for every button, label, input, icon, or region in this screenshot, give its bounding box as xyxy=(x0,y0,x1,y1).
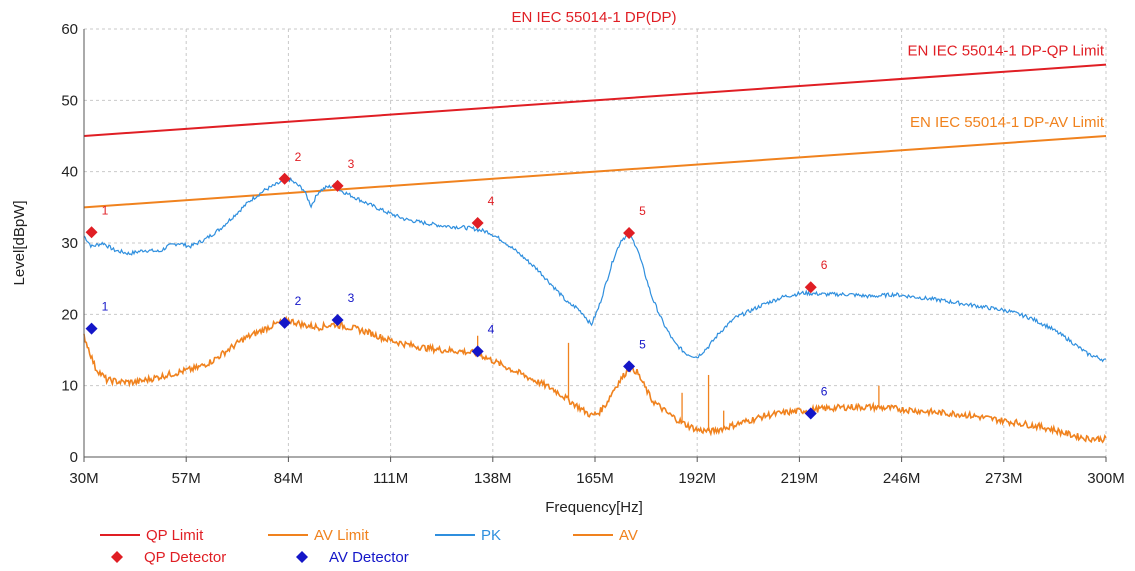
av-detector-label: 1 xyxy=(102,300,109,314)
qp-detector-label: 1 xyxy=(102,203,109,217)
x-tick-label: 246M xyxy=(883,470,921,487)
series-line-pk xyxy=(83,176,1107,363)
y-tick-label: 40 xyxy=(61,164,78,181)
qp-detector-label: 6 xyxy=(821,258,828,272)
x-axis-ticks: 30M 57M 84M 111M 138M 165M 192M 219M 246M 273M 300… xyxy=(69,457,1125,487)
x-tick-label: 138M xyxy=(474,470,512,487)
av-detector-marker xyxy=(278,316,291,329)
axes xyxy=(83,29,1106,458)
legend-label: AV Detector xyxy=(329,549,409,566)
av-detector-marker xyxy=(623,360,636,373)
av-detector-label: 2 xyxy=(295,294,302,308)
limit-line-qp xyxy=(83,63,1107,137)
series-line-av xyxy=(83,315,1107,444)
x-tick-label: 57M xyxy=(172,470,201,487)
y-axis-ticks: 0 10 20 30 40 50 60 xyxy=(61,21,78,466)
limit-line-av xyxy=(83,135,1107,209)
y-tick-label: 30 xyxy=(61,235,78,252)
x-axis-label: Frequency[Hz] xyxy=(545,499,643,516)
y-tick-label: 0 xyxy=(70,449,78,466)
av-detector-label: 3 xyxy=(348,291,355,305)
qp-detector-marker xyxy=(471,217,484,230)
qp-detector-label: 5 xyxy=(639,204,646,218)
legend: QP Limit AV Limit PK AV QP Detector AV Detect… xyxy=(100,527,638,566)
av-detector-marker xyxy=(85,322,98,335)
y-axis-label: Level[dBpW] xyxy=(11,200,28,285)
qp-detector-label: 3 xyxy=(348,157,355,171)
series-lines xyxy=(83,176,1107,444)
av-detector-label: 4 xyxy=(488,322,495,336)
av-detector-marker xyxy=(471,345,484,358)
av-detector-label: 5 xyxy=(639,337,646,351)
x-tick-label: 111M xyxy=(373,470,408,487)
x-tick-label: 273M xyxy=(985,470,1023,487)
x-tick-label: 30M xyxy=(69,470,98,487)
x-tick-label: 165M xyxy=(576,470,614,487)
x-tick-label: 192M xyxy=(678,470,716,487)
x-tick-label: 219M xyxy=(781,470,819,487)
av-detector-marker xyxy=(804,407,817,420)
y-tick-label: 20 xyxy=(61,306,78,323)
legend-label: PK xyxy=(481,527,501,544)
qp-detector-marker xyxy=(331,179,344,192)
x-tick-label: 300M xyxy=(1087,470,1125,487)
legend-label: AV xyxy=(619,527,638,544)
grid xyxy=(84,28,1107,457)
limit-label-av: EN IEC 55014-1 DP-AV Limit xyxy=(910,114,1105,131)
legend-label: QP Detector xyxy=(144,549,226,566)
qp-detector-label: 2 xyxy=(295,150,302,164)
limit-lines: EN IEC 55014-1 DP-QP Limit EN IEC 55014-1… xyxy=(83,43,1107,209)
qp-detector-marker xyxy=(278,172,291,185)
y-tick-label: 10 xyxy=(61,378,78,395)
legend-label: QP Limit xyxy=(146,527,204,544)
x-tick-label: 84M xyxy=(274,470,303,487)
qp-detector-marker xyxy=(804,281,817,294)
av-detector-marker xyxy=(331,314,344,327)
y-tick-label: 60 xyxy=(61,21,78,38)
qp-detector-marker xyxy=(85,226,98,239)
legend-swatch-diamond xyxy=(111,551,123,563)
legend-swatch-diamond xyxy=(296,551,308,563)
detector-markers: 1 2 3 4 5 6 1 2 3 4 5 6 xyxy=(85,150,828,420)
chart-title: EN IEC 55014-1 DP(DP) xyxy=(511,9,676,26)
legend-label: AV Limit xyxy=(314,527,370,544)
y-tick-label: 50 xyxy=(61,92,78,109)
av-detector-label: 6 xyxy=(821,384,828,398)
limit-label-qp: EN IEC 55014-1 DP-QP Limit xyxy=(908,43,1105,60)
qp-detector-marker xyxy=(623,227,636,240)
qp-detector-label: 4 xyxy=(488,194,495,208)
